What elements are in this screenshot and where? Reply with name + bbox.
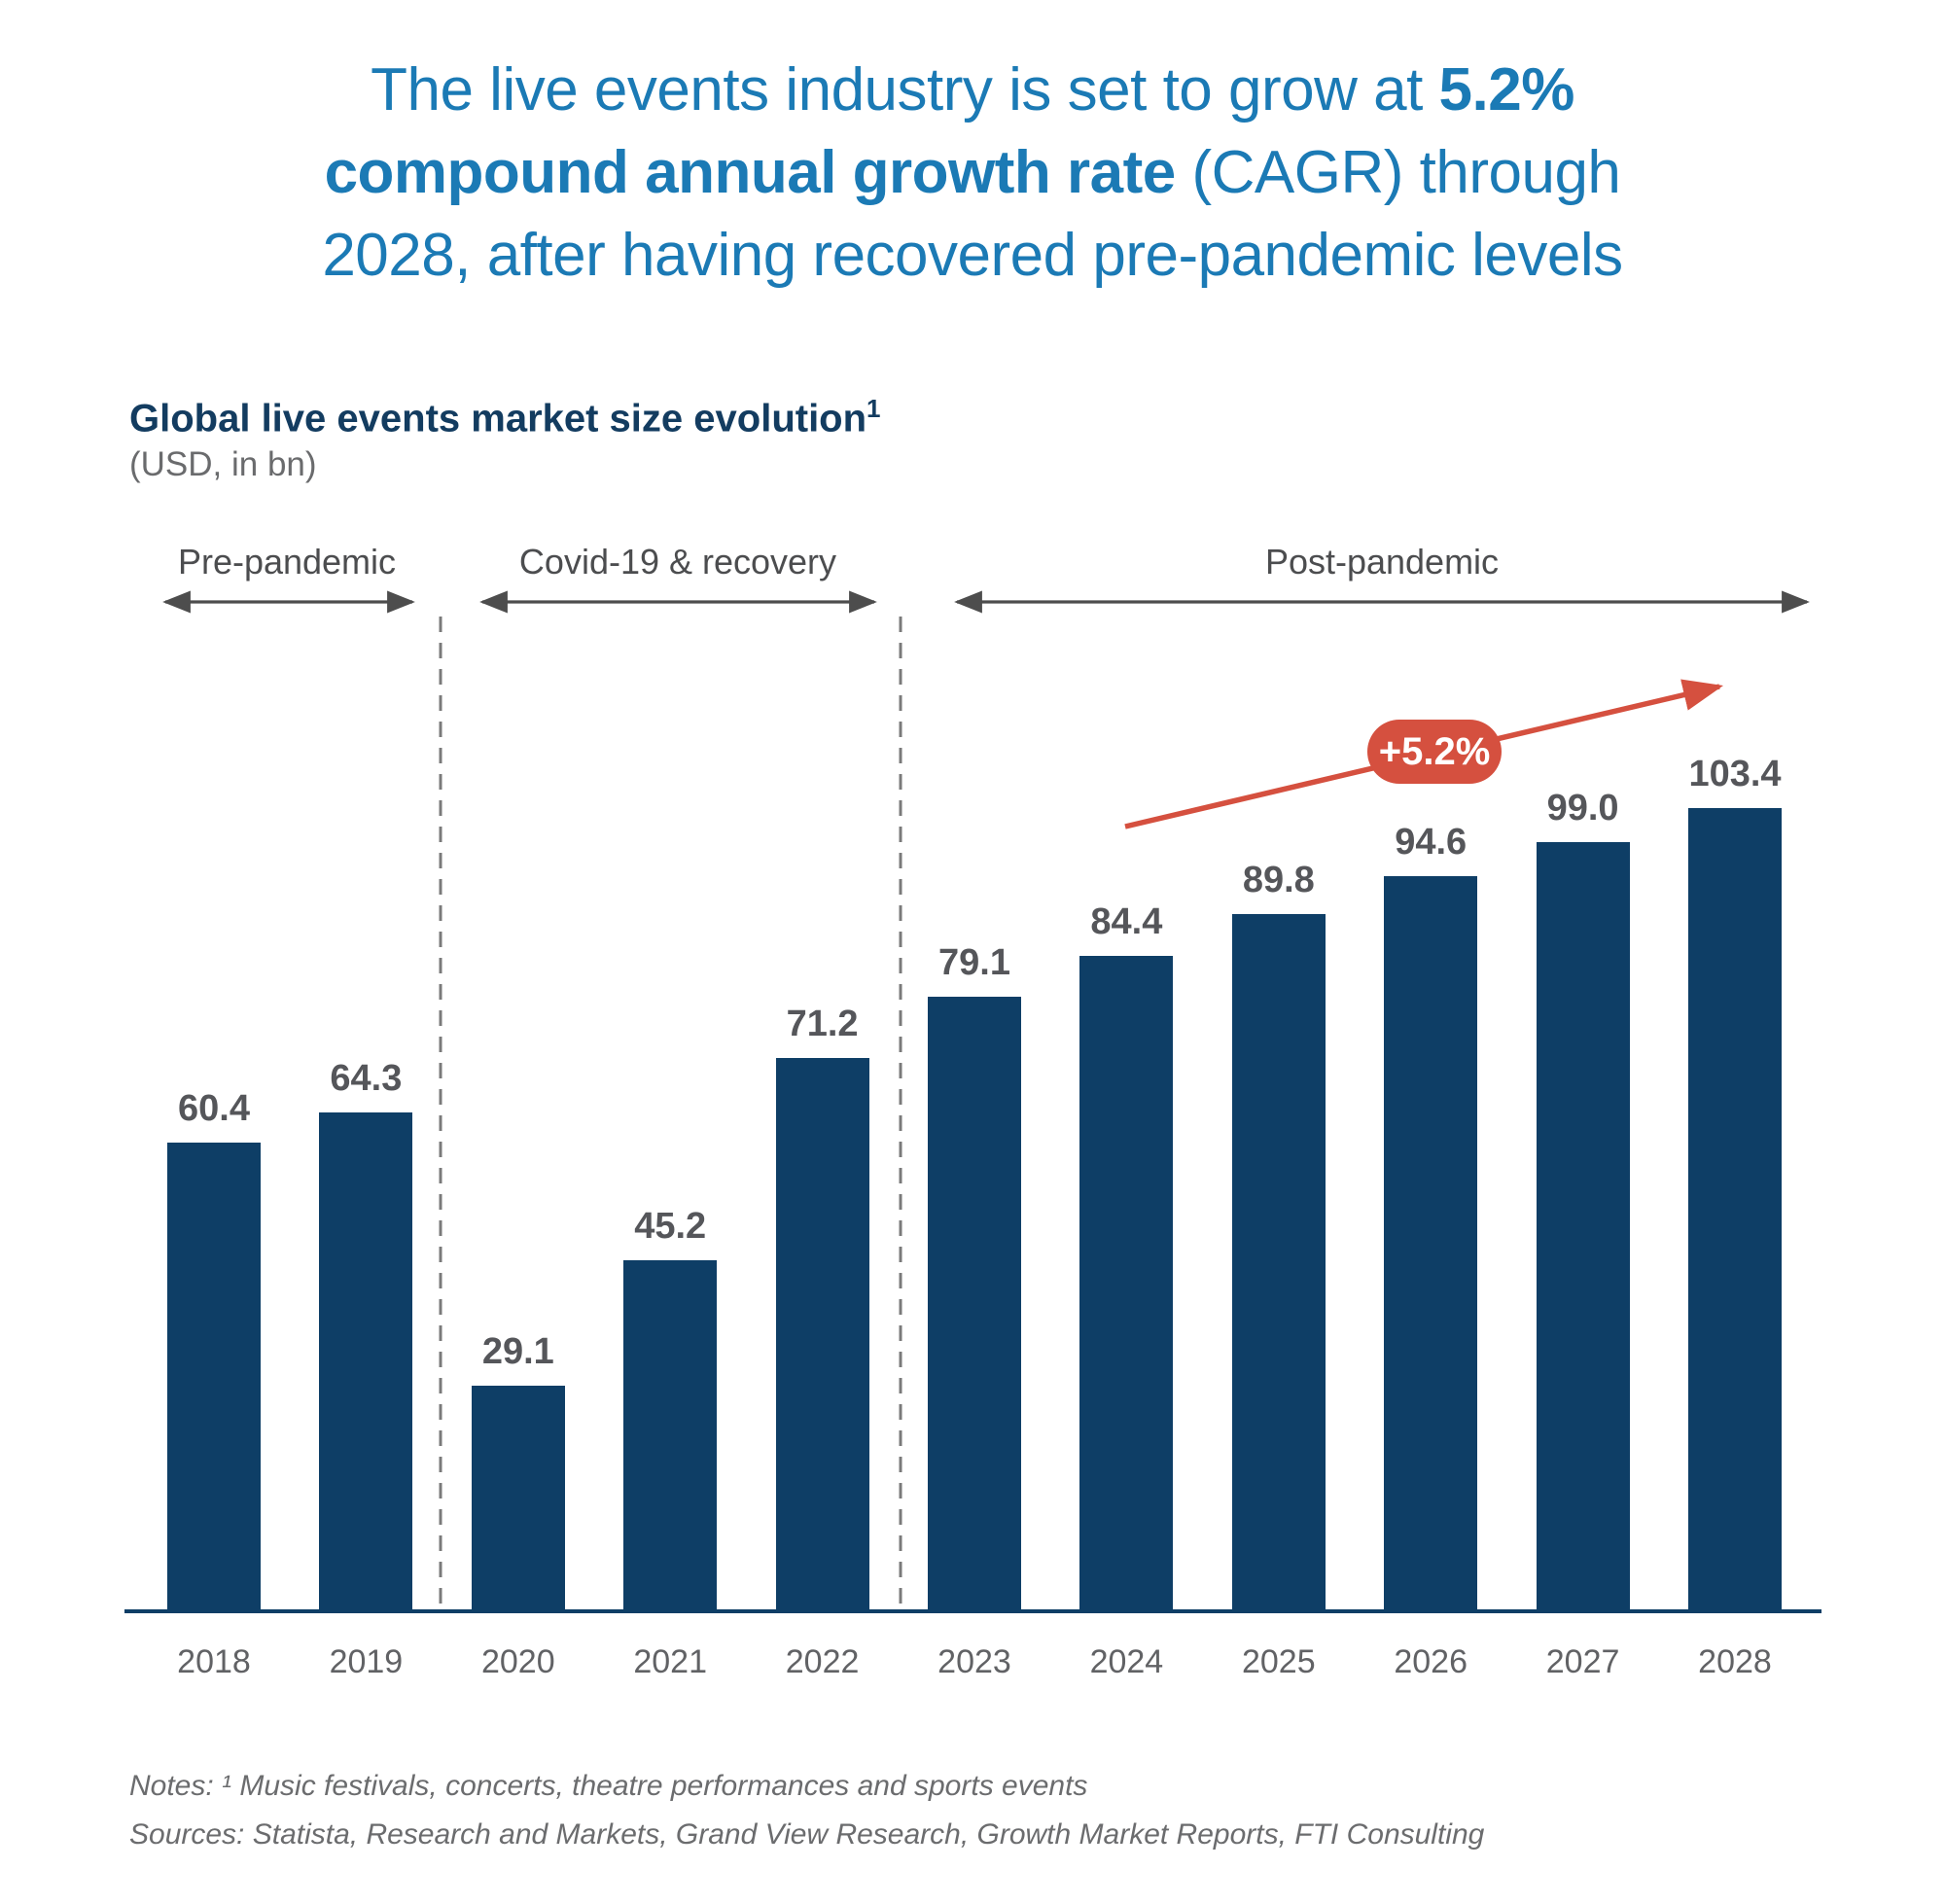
x-axis-line: [124, 1609, 1821, 1613]
year-label-2026: 2026: [1394, 1643, 1468, 1680]
bar-2028: [1688, 807, 1782, 1612]
year-label-2018: 2018: [177, 1643, 251, 1680]
year-label-2019: 2019: [329, 1643, 404, 1680]
bar-2025: [1231, 913, 1326, 1612]
period-label-post-pandemic: Post-pandemic: [1264, 542, 1500, 582]
value-label-2026: 94.6: [1395, 822, 1468, 864]
page-title: The live events industry is set to grow …: [0, 49, 1945, 297]
chart-title: Global live events market size evolution…: [129, 394, 881, 441]
bar-2021: [623, 1260, 718, 1612]
bar-2020: [471, 1386, 565, 1612]
year-label-2021: 2021: [633, 1643, 707, 1680]
footnote-marker: 1: [866, 394, 881, 423]
bar-2024: [1079, 955, 1174, 1612]
bar-2027: [1536, 842, 1630, 1612]
chart-unit-label: (USD, in bn): [129, 445, 317, 483]
year-label-2027: 2027: [1545, 1643, 1620, 1680]
bar-2026: [1384, 876, 1478, 1612]
year-label-2022: 2022: [785, 1643, 860, 1680]
year-label-2024: 2024: [1089, 1643, 1164, 1680]
value-label-2025: 89.8: [1242, 859, 1315, 900]
value-label-2023: 79.1: [938, 942, 1010, 984]
year-label-2023: 2023: [937, 1643, 1011, 1680]
value-label-2020: 29.1: [481, 1331, 554, 1373]
value-label-2018: 60.4: [178, 1087, 250, 1129]
page-title-line3: 2028, after having recovered pre-pandemi…: [322, 222, 1623, 289]
bar-2019: [319, 1111, 413, 1612]
sources-text: Sources: Statista, Research and Markets,…: [129, 1818, 1485, 1851]
bar-2018: [167, 1142, 261, 1612]
value-label-2021: 45.2: [634, 1206, 707, 1248]
period-label-covid-recovery: Covid-19 & recovery: [518, 542, 837, 582]
year-label-2020: 2020: [480, 1643, 555, 1680]
notes-text: Notes: ¹ Music festivals, concerts, thea…: [129, 1770, 1088, 1802]
bar-2023: [928, 997, 1021, 1612]
year-label-2028: 2028: [1698, 1643, 1772, 1680]
year-label-2025: 2025: [1241, 1643, 1316, 1680]
value-label-2019: 64.3: [330, 1057, 403, 1099]
page-title-line2: compound annual growth rate (CAGR) throu…: [324, 139, 1621, 206]
bar-2022: [775, 1058, 869, 1612]
period-label-pre-pandemic: Pre-pandemic: [177, 542, 397, 582]
value-label-2024: 84.4: [1090, 900, 1163, 942]
value-label-2022: 71.2: [786, 1004, 859, 1045]
value-label-2028: 103.4: [1688, 753, 1782, 794]
value-label-2027: 99.0: [1546, 788, 1619, 829]
page-title-line1: The live events industry is set to grow …: [371, 56, 1574, 123]
cagr-badge: +5.2%: [1367, 720, 1502, 784]
